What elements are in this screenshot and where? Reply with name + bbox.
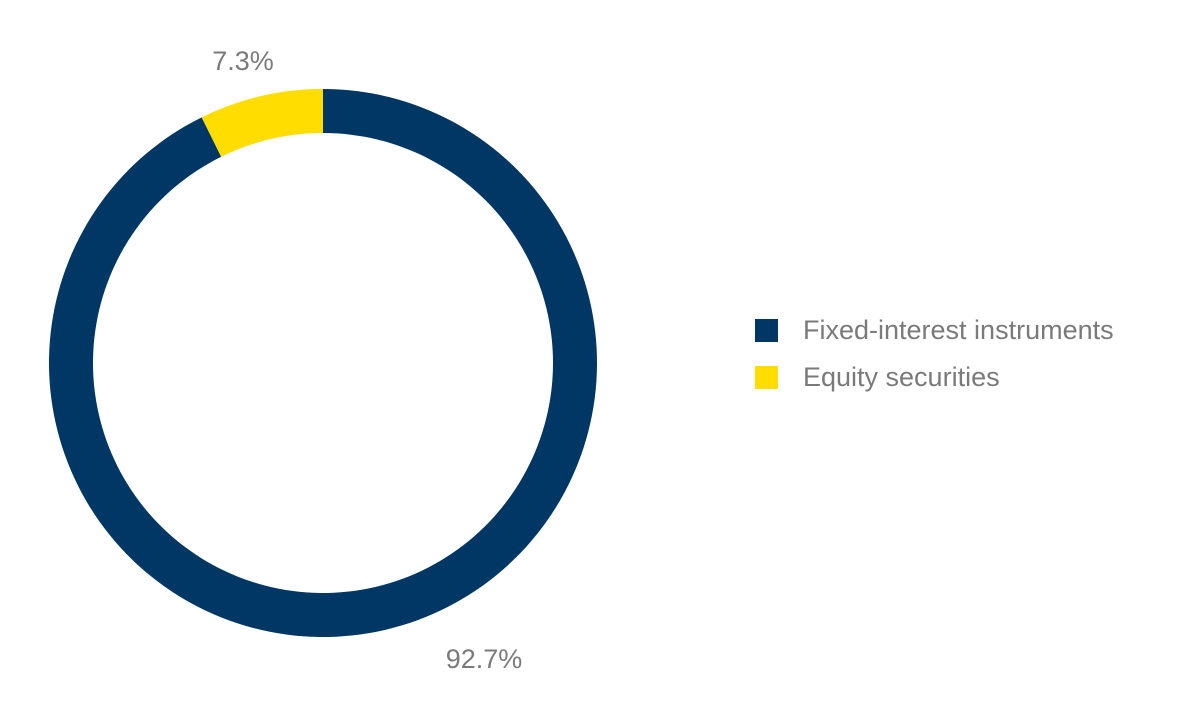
- legend-label-equity: Equity securities: [803, 362, 1000, 392]
- legend-swatch-equity: [755, 365, 778, 389]
- data-label-fixed-interest: 92.7%: [446, 644, 523, 674]
- chart-legend: Fixed-interest instruments Equity securi…: [755, 315, 1114, 412]
- legend-label-fixed-interest: Fixed-interest instruments: [803, 315, 1114, 345]
- legend-item-fixed-interest: Fixed-interest instruments: [755, 315, 1114, 345]
- data-label-equity: 7.3%: [212, 46, 274, 76]
- donut-slice-fixed-interest: [48, 89, 598, 637]
- donut-slice-equity: [201, 89, 323, 157]
- legend-item-equity: Equity securities: [755, 362, 1114, 392]
- legend-swatch-fixed-interest: [755, 318, 778, 342]
